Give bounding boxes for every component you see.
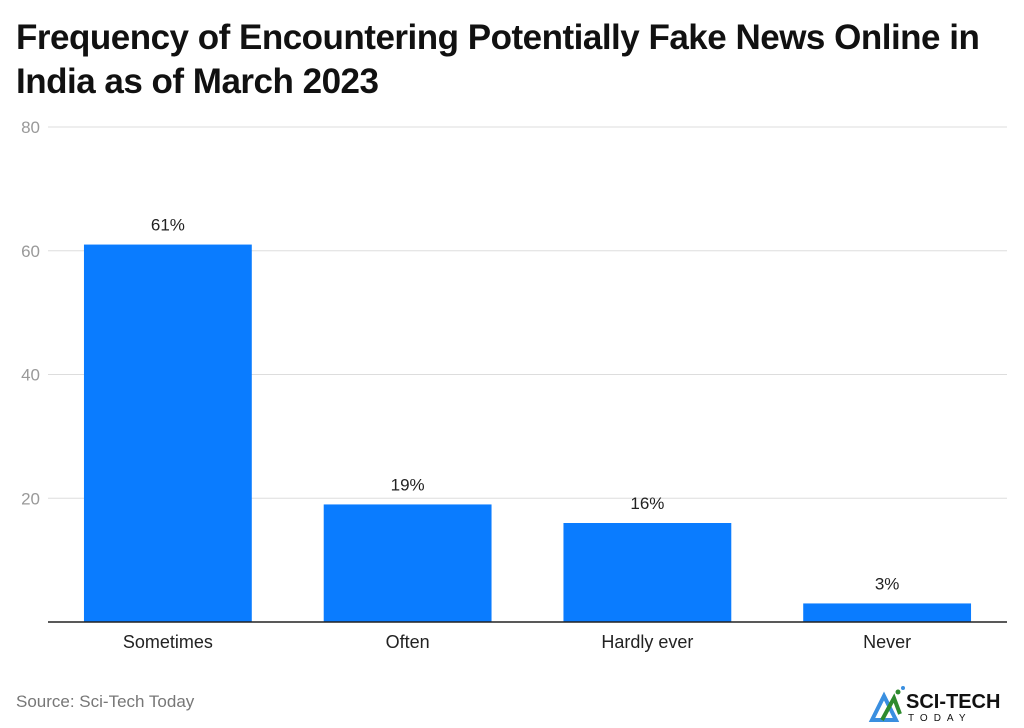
data-label: 19%	[391, 475, 425, 494]
x-tick-label: Often	[386, 632, 430, 652]
y-tick-label: 80	[21, 118, 40, 137]
data-label: 16%	[630, 494, 664, 513]
y-tick-label: 60	[21, 242, 40, 261]
bar	[323, 504, 492, 622]
svg-text:SCI-TECH: SCI-TECH	[906, 691, 1000, 713]
data-label: 61%	[151, 216, 185, 235]
bar	[563, 523, 732, 622]
sci-tech-today-logo: SCI-TECH TODAY	[868, 686, 1000, 724]
source-note: Source: Sci-Tech Today	[16, 692, 195, 711]
y-tick-label: 20	[21, 489, 40, 508]
bar	[803, 603, 972, 622]
bar	[83, 244, 252, 622]
x-tick-label: Hardly ever	[601, 632, 693, 652]
x-tick-label: Never	[863, 632, 911, 652]
chart-title: Frequency of Encountering Potentially Fa…	[16, 18, 980, 101]
svg-text:TODAY: TODAY	[908, 713, 972, 724]
x-tick-label: Sometimes	[123, 632, 213, 652]
data-label: 3%	[875, 574, 900, 593]
y-tick-label: 40	[21, 366, 40, 385]
